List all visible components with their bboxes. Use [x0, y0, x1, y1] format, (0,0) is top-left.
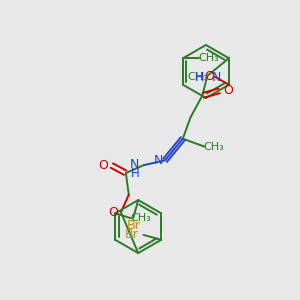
Text: CH₃: CH₃	[198, 53, 219, 63]
Text: O: O	[204, 70, 214, 83]
Text: Br: Br	[126, 219, 140, 232]
Text: CH₃: CH₃	[130, 213, 151, 223]
Text: N: N	[212, 71, 222, 84]
Text: H: H	[195, 71, 204, 84]
Text: N: N	[130, 158, 140, 171]
Text: O: O	[98, 159, 108, 172]
Text: H: H	[131, 167, 140, 180]
Text: N: N	[154, 154, 163, 167]
Text: CH₃: CH₃	[204, 142, 224, 152]
Text: O: O	[223, 84, 233, 97]
Text: O: O	[108, 206, 118, 219]
Text: Br: Br	[125, 228, 139, 242]
Text: CH₃: CH₃	[187, 72, 208, 82]
